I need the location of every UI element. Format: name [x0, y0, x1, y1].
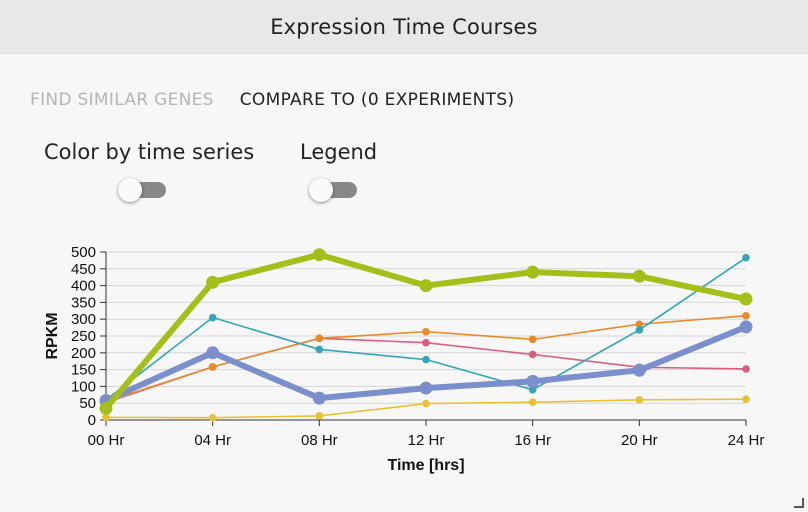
- data-point[interactable]: [635, 396, 644, 404]
- data-point[interactable]: [102, 413, 110, 422]
- y-tick-label: 300: [71, 311, 96, 328]
- data-point[interactable]: [742, 395, 750, 403]
- y-axis-title: RPKM: [44, 312, 61, 359]
- data-point[interactable]: [526, 265, 540, 279]
- x-tick-label: 08 Hr: [301, 432, 338, 449]
- data-point[interactable]: [422, 327, 430, 336]
- data-point[interactable]: [99, 401, 113, 415]
- data-point[interactable]: [742, 253, 750, 262]
- y-tick-label: 400: [71, 278, 96, 295]
- x-tick-label: 00 Hr: [88, 432, 125, 449]
- title-bar: Expression Time Courses: [0, 0, 808, 54]
- toggle-thumb: [309, 178, 333, 202]
- data-point[interactable]: [739, 320, 753, 334]
- y-tick-label: 500: [71, 244, 96, 261]
- series-0[interactable]: [102, 395, 750, 422]
- x-tick-label: 16 Hr: [514, 432, 551, 449]
- x-axis-title: Time [hrs]: [387, 457, 464, 474]
- data-point[interactable]: [526, 374, 540, 388]
- data-point[interactable]: [312, 391, 326, 405]
- data-point[interactable]: [312, 248, 326, 262]
- data-point[interactable]: [422, 399, 430, 408]
- data-point[interactable]: [422, 355, 430, 364]
- tab-find-similar-genes[interactable]: FIND SIMILAR GENES: [30, 90, 214, 110]
- data-point[interactable]: [739, 292, 753, 306]
- y-tick-label: 150: [71, 362, 96, 379]
- color-by-time-series-label: Color by time series: [44, 140, 255, 164]
- chart-area: 0 50 100 150 200 250 300 350 400 450 500 00 Hr 04 Hr…: [0, 235, 808, 480]
- x-tick-label: 24 Hr: [728, 432, 765, 449]
- series-5[interactable]: [99, 248, 753, 415]
- data-point[interactable]: [419, 279, 433, 293]
- tab-bar: FIND SIMILAR GENES COMPARE TO (0 EXPERIM…: [30, 90, 514, 110]
- data-point[interactable]: [528, 385, 537, 394]
- y-tick-label: 0: [88, 412, 96, 429]
- y-tick-label: 50: [79, 395, 96, 412]
- data-point[interactable]: [422, 338, 430, 347]
- x-tick-label: 20 Hr: [621, 432, 658, 449]
- y-tick-label: 250: [71, 328, 96, 345]
- data-point[interactable]: [208, 313, 217, 322]
- data-point[interactable]: [632, 269, 646, 283]
- data-point[interactable]: [419, 381, 433, 395]
- data-point[interactable]: [208, 413, 217, 422]
- color-by-time-series-toggle[interactable]: [118, 178, 166, 202]
- data-point[interactable]: [635, 320, 644, 329]
- data-point[interactable]: [528, 398, 537, 406]
- data-point[interactable]: [206, 346, 220, 360]
- toggle-thumb: [118, 178, 142, 202]
- data-point[interactable]: [528, 350, 537, 359]
- legend-control: Legend: [300, 140, 378, 202]
- data-point[interactable]: [742, 312, 750, 320]
- legend-label: Legend: [300, 140, 378, 164]
- y-tick-label: 200: [71, 345, 96, 362]
- series-4[interactable]: [99, 320, 753, 408]
- series-2[interactable]: [102, 312, 750, 406]
- window-title: Expression Time Courses: [270, 14, 538, 39]
- data-point[interactable]: [206, 275, 220, 289]
- legend-toggle[interactable]: [309, 178, 357, 202]
- resize-handle[interactable]: [794, 498, 804, 508]
- x-tick-label: 04 Hr: [194, 432, 231, 449]
- data-point[interactable]: [632, 363, 646, 377]
- x-tick-label: 12 Hr: [408, 432, 445, 449]
- y-tick-label: 350: [71, 294, 96, 311]
- y-tick-label: 450: [71, 261, 96, 278]
- color-by-time-series-control: Color by time series: [44, 140, 255, 202]
- data-point[interactable]: [315, 412, 324, 420]
- y-tick-label: 100: [71, 378, 96, 395]
- data-point[interactable]: [742, 365, 750, 373]
- data-point[interactable]: [635, 326, 644, 334]
- series-lines: [99, 248, 753, 422]
- data-point[interactable]: [315, 345, 324, 354]
- data-point[interactable]: [208, 363, 217, 371]
- tab-compare-to[interactable]: COMPARE TO (0 EXPERIMENTS): [239, 90, 515, 110]
- data-point[interactable]: [315, 334, 324, 343]
- data-point[interactable]: [528, 335, 537, 344]
